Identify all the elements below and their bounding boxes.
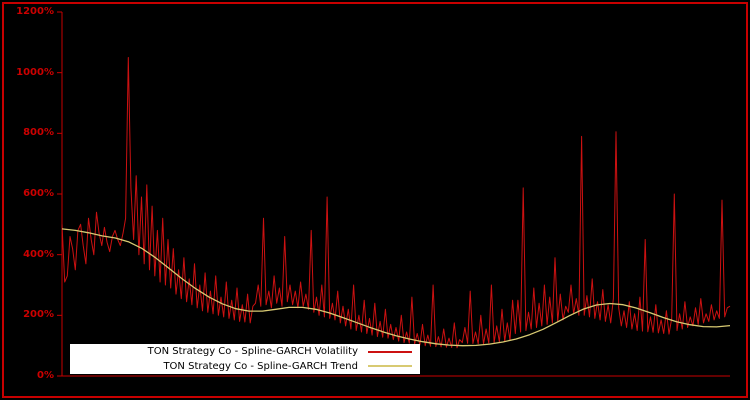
- y-tick-label: 0%: [37, 370, 54, 381]
- series-line-trend: [61, 228, 731, 347]
- series-line-volatility: [61, 57, 731, 349]
- legend: TON Strategy Co - Spline-GARCH Volatilit…: [70, 344, 420, 374]
- legend-item-trend: TON Strategy Co - Spline-GARCH Trend: [70, 360, 420, 373]
- y-tick-label: 1200%: [16, 6, 54, 17]
- legend-label-trend: TON Strategy Co - Spline-GARCH Trend: [163, 360, 358, 372]
- y-tick-label: 600%: [23, 188, 54, 199]
- y-axis-labels: 0% 200% 400% 600% 800% 1000% 1200%: [0, 0, 56, 400]
- y-tick-label: 200%: [23, 309, 54, 321]
- legend-line-sample-volatility: [368, 350, 412, 353]
- legend-label-volatility: TON Strategy Co - Spline-GARCH Volatilit…: [147, 346, 358, 358]
- legend-item-volatility: TON Strategy Co - Spline-GARCH Volatilit…: [70, 345, 420, 358]
- y-tick-label: 400%: [23, 248, 54, 260]
- y-tick-label: 800%: [23, 127, 54, 139]
- y-tick-label: 1000%: [16, 66, 54, 78]
- legend-line-sample-trend: [368, 365, 412, 368]
